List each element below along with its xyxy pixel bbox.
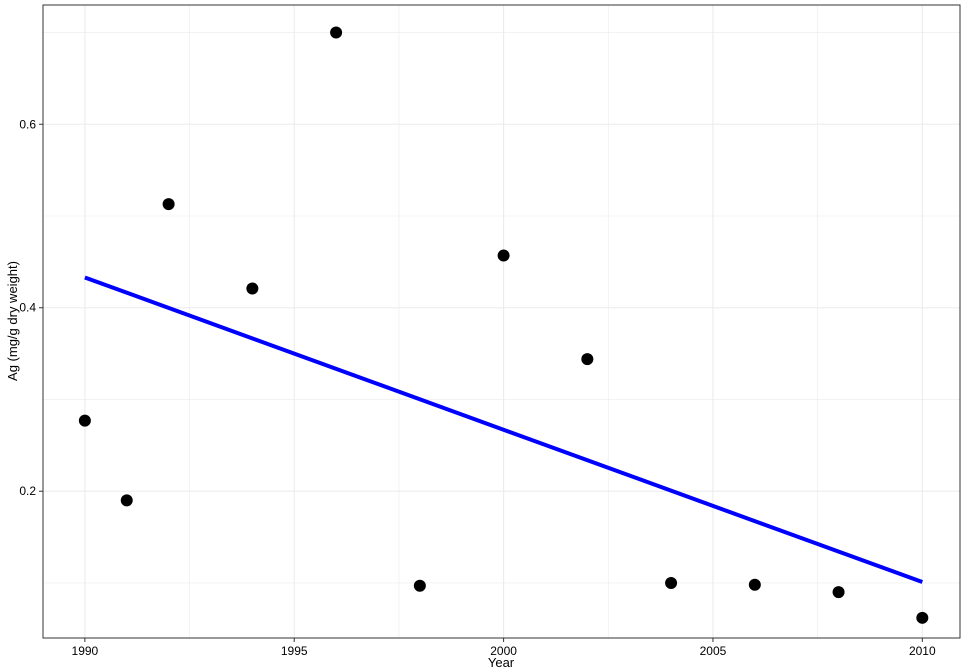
y-axis: 0.2 0.4 0.6 xyxy=(19,117,43,498)
points-layer xyxy=(78,26,929,624)
x-axis-title: Year xyxy=(488,655,515,670)
y-tick-label: 0.4 xyxy=(19,301,36,315)
trend-line xyxy=(84,275,923,584)
y-tick-label: 0.6 xyxy=(19,117,36,131)
x-tick-label: 1995 xyxy=(281,644,308,658)
data-point xyxy=(581,353,594,366)
data-point xyxy=(78,414,91,427)
data-point xyxy=(120,494,133,507)
data-point xyxy=(162,198,175,211)
data-point xyxy=(246,282,259,295)
plot-border xyxy=(42,4,961,639)
data-point xyxy=(413,579,426,592)
data-point xyxy=(916,611,929,624)
grid-major xyxy=(43,5,960,638)
data-point xyxy=(748,578,761,591)
x-tick-label: 2010 xyxy=(909,644,936,658)
data-point xyxy=(832,586,845,599)
data-point xyxy=(665,576,678,589)
x-tick-label: 2005 xyxy=(700,644,727,658)
x-tick-label: 1990 xyxy=(72,644,99,658)
data-point xyxy=(497,249,510,262)
y-axis-title: Ag (mg/g dry weight) xyxy=(5,261,20,381)
x-tick-label: 2000 xyxy=(490,644,517,658)
y-tick-label: 0.2 xyxy=(19,484,36,498)
x-axis: 1990 1995 2000 2005 2010 xyxy=(72,638,936,658)
grid-minor xyxy=(43,5,960,638)
trend-layer xyxy=(84,275,923,584)
data-point xyxy=(330,26,343,39)
plot-background xyxy=(43,5,960,638)
